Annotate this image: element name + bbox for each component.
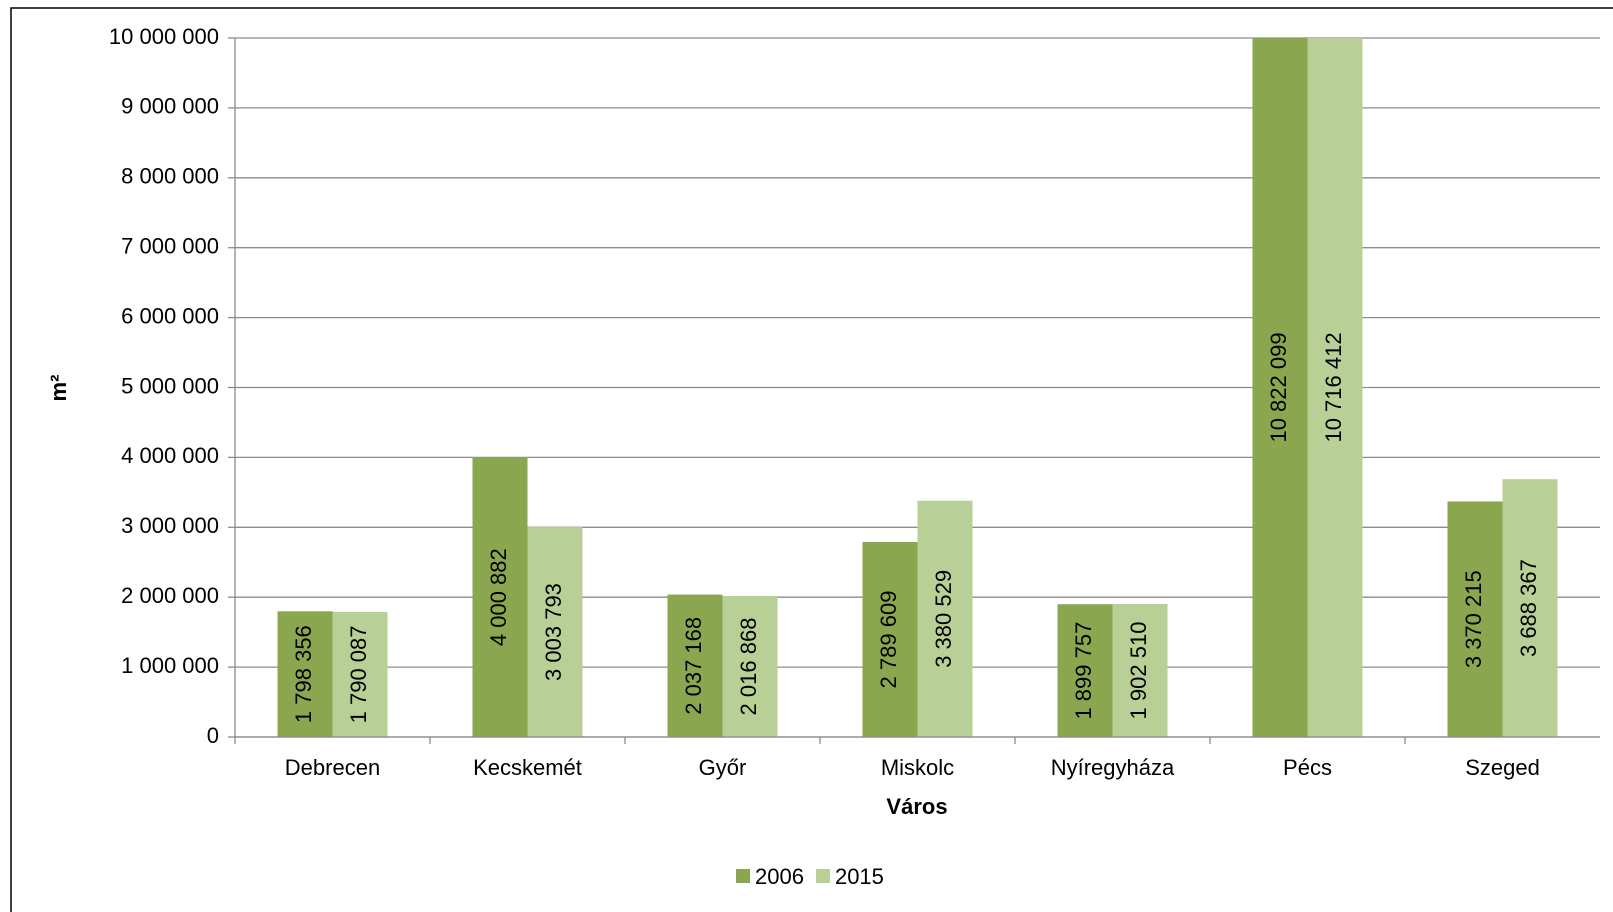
legend-swatch: [815, 869, 830, 883]
value-label: 1 902 510: [1126, 622, 1151, 720]
y-tick-label: 2 000 000: [121, 583, 219, 608]
y-tick-label: 7 000 000: [121, 234, 219, 259]
x-tick-label: Miskolc: [881, 755, 954, 780]
bar: [722, 596, 778, 737]
y-tick-label: 6 000 000: [121, 303, 219, 328]
x-tick-label: Nyíregyháza: [1051, 755, 1175, 780]
legend-swatch: [736, 869, 750, 883]
bar: [667, 594, 723, 737]
x-tick-label: Kecskemét: [473, 755, 582, 780]
value-label: 1 798 356: [291, 625, 316, 723]
value-label: 10 716 412: [1321, 332, 1346, 442]
value-label: 3 003 793: [541, 583, 566, 681]
value-label: 2 016 868: [736, 618, 761, 716]
x-tick-label: Szeged: [1465, 755, 1540, 780]
legend-label: 2015: [835, 864, 884, 889]
bar: [1447, 501, 1503, 737]
bar: [1057, 604, 1113, 737]
bar: [472, 457, 528, 737]
y-tick-label: 0: [207, 723, 219, 748]
value-label: 4 000 882: [486, 548, 511, 646]
y-axis-title: m²: [46, 375, 71, 402]
value-label: 3 370 215: [1461, 570, 1486, 668]
y-tick-label: 1 000 000: [121, 653, 219, 678]
x-axis-title: Város: [886, 794, 947, 819]
y-tick-label: 8 000 000: [121, 164, 219, 189]
value-label: 10 822 099: [1266, 332, 1291, 442]
value-label: 3 688 367: [1516, 559, 1541, 657]
chart-frame: [10, 7, 1613, 912]
x-tick-label: Győr: [699, 755, 747, 780]
y-tick-label: 4 000 000: [121, 443, 219, 468]
bar: [1252, 38, 1308, 738]
value-label: 1 899 757: [1071, 622, 1096, 720]
plot-area: [277, 38, 1558, 738]
value-label: 2 789 609: [876, 591, 901, 689]
bar: [1502, 479, 1558, 737]
bar: [1112, 604, 1168, 737]
bar: [527, 527, 583, 737]
x-tick-label: Debrecen: [285, 755, 380, 780]
bar: [277, 611, 333, 737]
bar: [1307, 38, 1363, 738]
legend-label: 2006: [755, 864, 804, 889]
y-tick-label: 10 000 000: [109, 24, 219, 49]
value-label: 2 037 168: [681, 617, 706, 715]
y-tick-label: 9 000 000: [121, 94, 219, 119]
bar: [917, 500, 973, 737]
y-tick-label: 5 000 000: [121, 373, 219, 398]
value-label: 3 380 529: [931, 570, 956, 668]
bar: [332, 611, 388, 737]
y-tick-label: 3 000 000: [121, 513, 219, 538]
value-label: 1 790 087: [346, 625, 371, 723]
x-tick-label: Pécs: [1283, 755, 1332, 780]
bar: [862, 542, 918, 737]
